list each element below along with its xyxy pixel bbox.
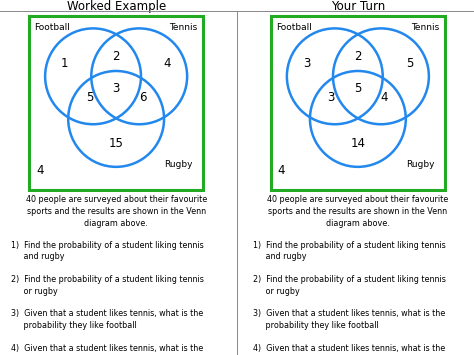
Text: 3: 3: [112, 82, 120, 95]
Text: 6: 6: [139, 91, 146, 104]
Text: 5: 5: [354, 82, 362, 95]
Text: 4: 4: [36, 164, 44, 177]
Text: 3)  Given that a student likes tennis, what is the
     probability they like fo: 3) Given that a student likes tennis, wh…: [253, 309, 446, 330]
Title: Your Turn: Your Turn: [331, 0, 385, 13]
Text: Football: Football: [276, 23, 312, 32]
Text: 4: 4: [381, 91, 388, 104]
Text: 3: 3: [303, 58, 310, 70]
FancyBboxPatch shape: [29, 16, 203, 190]
Title: Worked Example: Worked Example: [66, 0, 166, 13]
Text: Tennis: Tennis: [411, 23, 439, 32]
Text: 3)  Given that a student likes tennis, what is the
     probability they like fo: 3) Given that a student likes tennis, wh…: [11, 309, 204, 330]
Text: 2: 2: [112, 50, 120, 63]
Text: 3: 3: [328, 91, 335, 104]
Text: Tennis: Tennis: [170, 23, 198, 32]
Text: 14: 14: [350, 137, 365, 150]
Text: Rugby: Rugby: [164, 160, 192, 169]
Text: 4)  Given that a student likes tennis, what is the
     probability that they li: 4) Given that a student likes tennis, wh…: [253, 344, 446, 355]
Text: 15: 15: [109, 137, 124, 150]
Text: Football: Football: [35, 23, 70, 32]
Text: 2: 2: [354, 50, 362, 63]
FancyBboxPatch shape: [271, 16, 445, 190]
Text: 4: 4: [164, 58, 172, 70]
Text: 5: 5: [86, 91, 93, 104]
Text: 40 people are surveyed about their favourite
sports and the results are shown in: 40 people are surveyed about their favou…: [26, 195, 207, 228]
Text: 40 people are surveyed about their favourite
sports and the results are shown in: 40 people are surveyed about their favou…: [267, 195, 448, 228]
Text: 1)  Find the probability of a student liking tennis
     and rugby: 1) Find the probability of a student lik…: [11, 241, 204, 261]
Text: 1: 1: [61, 58, 68, 70]
Text: 2)  Find the probability of a student liking tennis
     or rugby: 2) Find the probability of a student lik…: [11, 275, 204, 296]
Text: 1)  Find the probability of a student liking tennis
     and rugby: 1) Find the probability of a student lik…: [253, 241, 446, 261]
Text: 5: 5: [406, 58, 413, 70]
Text: 4)  Given that a student likes tennis, what is the
     probability that they li: 4) Given that a student likes tennis, wh…: [11, 344, 204, 355]
Text: 4: 4: [278, 164, 285, 177]
Text: Rugby: Rugby: [406, 160, 434, 169]
Text: 2)  Find the probability of a student liking tennis
     or rugby: 2) Find the probability of a student lik…: [253, 275, 446, 296]
